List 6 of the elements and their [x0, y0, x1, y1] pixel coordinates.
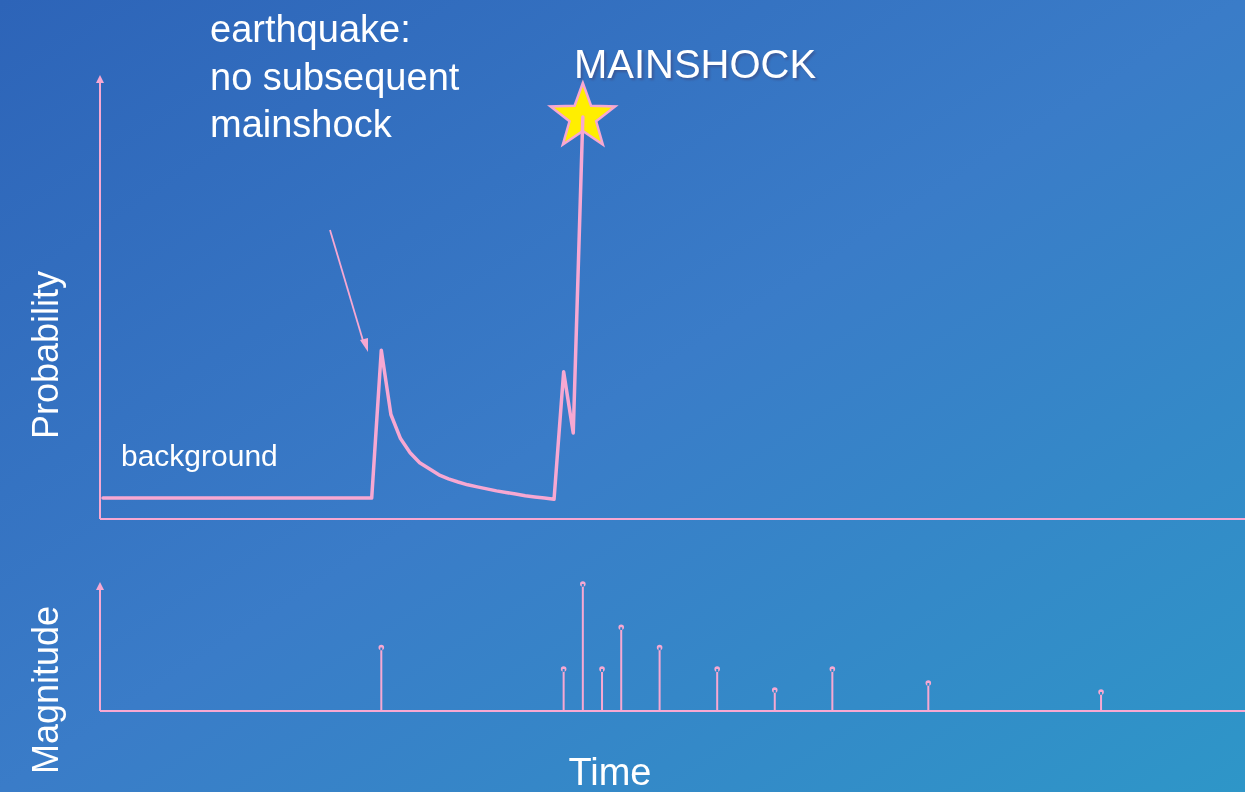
text: MAINSHOCK [573, 42, 817, 86]
annotation: earthquake: no subsequent mainshock [210, 8, 460, 145]
y-axis-title: Magnitude [25, 605, 66, 775]
annotation: background [121, 439, 278, 472]
x-axis-title: Time [568, 751, 652, 792]
y-axis-title: Probability [25, 270, 66, 440]
